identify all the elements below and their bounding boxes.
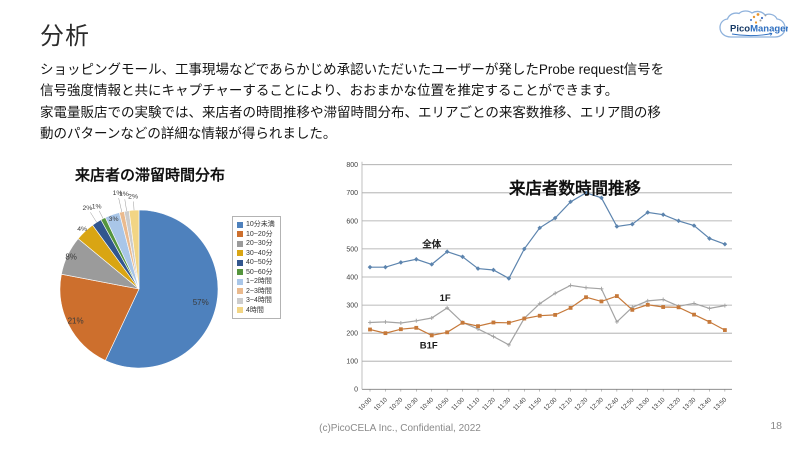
legend-label: 1~2時間 bbox=[246, 278, 272, 285]
page-number: 18 bbox=[770, 420, 782, 432]
pie-legend-item: 3~4時間 bbox=[237, 297, 275, 305]
legend-swatch-icon bbox=[237, 278, 243, 285]
x-axis-tick-label: 13:10 bbox=[650, 396, 666, 410]
x-axis-tick-label: 13:40 bbox=[697, 396, 713, 410]
pie-legend-item: 10分未満 bbox=[237, 221, 275, 229]
x-axis-tick-label: 10:00 bbox=[357, 396, 373, 410]
pie-percent-label: 1% bbox=[92, 203, 102, 210]
legend-swatch-icon bbox=[237, 269, 243, 276]
legend-swatch-icon bbox=[237, 259, 243, 266]
legend-label: 20~30分 bbox=[246, 240, 273, 247]
series-line-1F bbox=[369, 284, 726, 346]
x-axis-tick-label: 11:20 bbox=[481, 396, 497, 410]
logo-text: PicoManager® bbox=[730, 24, 788, 35]
legend-label: 40~50分 bbox=[246, 259, 273, 266]
pie-legend-item: 30~40分 bbox=[237, 250, 275, 258]
x-axis-tick-label: 10:40 bbox=[419, 396, 435, 410]
pie-percent-label: 1% bbox=[113, 190, 123, 197]
pie-percent-label: 8% bbox=[65, 252, 77, 261]
pie-slice-1 bbox=[59, 273, 140, 361]
x-axis-tick-label: 12:20 bbox=[573, 396, 589, 410]
body-text: ショッピングモール、工事現場などであらかじめ承認いただいたユーザーが発したPro… bbox=[40, 59, 760, 144]
x-axis-tick-label: 13:50 bbox=[712, 396, 728, 410]
line-chart-title: 来店者数時間推移 bbox=[508, 178, 642, 198]
series-label-全体: 全体 bbox=[421, 238, 442, 250]
pie-legend-item: 10~20分 bbox=[237, 231, 275, 239]
x-axis-tick-label: 13:00 bbox=[635, 396, 651, 410]
legend-label: 4時間 bbox=[246, 306, 264, 314]
picomanager-logo: PicoManager® bbox=[716, 8, 793, 46]
y-axis-tick-label: 500 bbox=[346, 246, 358, 253]
x-axis-tick-label: 11:30 bbox=[497, 396, 513, 410]
x-axis-tick-label: 11:10 bbox=[466, 396, 482, 410]
legend-swatch-icon bbox=[237, 288, 243, 295]
legend-label: 3~4時間 bbox=[246, 297, 272, 304]
body-text-line: ショッピングモール、工事現場などであらかじめ承認いただいたユーザーが発したPro… bbox=[40, 62, 665, 77]
visitor-trend-line-chart: 0 100 200 300 400 500 600 700 800 10:00 10:10 10:20… bbox=[346, 161, 732, 410]
series-label-1F: 1F bbox=[440, 293, 451, 304]
legend-label: 30~40分 bbox=[246, 249, 273, 257]
dwell-time-pie-chart: 57%21%8%4%2% 1%3%1%1% 2% bbox=[59, 190, 219, 369]
x-axis-tick-label: 12:30 bbox=[589, 396, 605, 410]
pie-percent-label: 21% bbox=[68, 317, 84, 326]
pie-percent-label: 57% bbox=[193, 298, 209, 307]
pie-percent-label: 1% bbox=[119, 191, 129, 198]
x-axis-tick-label: 12:50 bbox=[620, 396, 636, 410]
pie-legend-item: 20~30分 bbox=[237, 240, 275, 248]
cloud-icon: PicoManager® bbox=[719, 10, 793, 38]
logo-dots bbox=[750, 13, 767, 24]
legend-swatch-icon bbox=[237, 250, 243, 257]
x-axis-tick-label: 12:00 bbox=[542, 396, 558, 410]
legend-swatch-icon bbox=[237, 297, 243, 304]
y-axis-tick-label: 400 bbox=[346, 274, 358, 281]
series-line-全体 bbox=[370, 192, 726, 280]
pie-legend-item: 1~2時間 bbox=[237, 278, 275, 286]
pie-legend: 10分未満 10~20分 20~30分 30~40分 40~50分 50~60分 1~2時間… bbox=[232, 216, 281, 319]
pie-percent-label: 4% bbox=[77, 226, 87, 233]
x-axis-tick-label: 10:10 bbox=[373, 396, 389, 410]
x-axis-tick-label: 11:00 bbox=[450, 396, 466, 410]
y-axis-tick-label: 100 bbox=[346, 359, 358, 366]
x-axis-tick-label: 13:30 bbox=[681, 396, 697, 410]
pie-legend-item: 2~3時間 bbox=[237, 288, 275, 296]
legend-label: 10分未満 bbox=[246, 221, 275, 228]
x-axis-tick-label: 10:20 bbox=[388, 396, 404, 410]
pie-chart-title: 来店者の滞留時間分布 bbox=[74, 167, 225, 184]
pie-percent-label: 2% bbox=[128, 193, 138, 200]
y-axis-tick-label: 0 bbox=[354, 387, 358, 394]
pie-slice-0 bbox=[104, 209, 219, 369]
series-label-B1F: B1F bbox=[420, 340, 438, 351]
x-axis-tick-label: 11:50 bbox=[527, 396, 543, 410]
x-axis-tick-label: 10:50 bbox=[434, 396, 450, 410]
y-axis-tick-label: 700 bbox=[346, 190, 358, 197]
y-axis-tick-label: 600 bbox=[346, 218, 358, 225]
legend-label: 2~3時間 bbox=[246, 287, 272, 295]
pie-legend-item: 50~60分 bbox=[237, 269, 275, 277]
x-axis-tick-label: 10:30 bbox=[404, 396, 420, 410]
x-axis-tick-label: 11:40 bbox=[512, 396, 528, 410]
body-text-line: 動のパターンなどの詳細な情報が得られました。 bbox=[40, 125, 337, 141]
legend-swatch-icon bbox=[237, 240, 243, 247]
pie-percent-label: 2% bbox=[82, 205, 92, 212]
pie-percent-label: 3% bbox=[109, 216, 119, 223]
pie-legend-item: 40~50分 bbox=[237, 259, 275, 267]
y-axis-tick-label: 800 bbox=[346, 162, 358, 169]
y-axis-tick-label: 200 bbox=[346, 331, 358, 338]
x-axis-tick-label: 12:40 bbox=[604, 396, 620, 410]
body-text-line: 信号強度情報と共にキャプチャーすることにより、おおまかな位置を推定することができ… bbox=[40, 83, 619, 99]
series-line-B1F bbox=[369, 295, 726, 337]
pie-legend-item: 4時間 bbox=[237, 307, 275, 315]
y-axis-tick-label: 300 bbox=[346, 303, 358, 310]
legend-swatch-icon bbox=[237, 307, 243, 314]
legend-label: 50~60分 bbox=[246, 268, 273, 276]
legend-swatch-icon bbox=[237, 221, 243, 228]
body-text-line: 家電量販店での実験では、来店者の時間推移や滞留時間分布、エリアごとの来客数推移、… bbox=[40, 104, 661, 120]
legend-swatch-icon bbox=[237, 231, 243, 238]
x-axis-tick-label: 12:10 bbox=[558, 396, 574, 410]
x-axis-tick-label: 13:20 bbox=[666, 396, 682, 410]
footer-copyright: (c)PicoCELA Inc., Confidential, 2022 bbox=[319, 423, 481, 434]
legend-label: 10~20分 bbox=[246, 230, 273, 238]
page-title: 分析 bbox=[40, 23, 90, 50]
